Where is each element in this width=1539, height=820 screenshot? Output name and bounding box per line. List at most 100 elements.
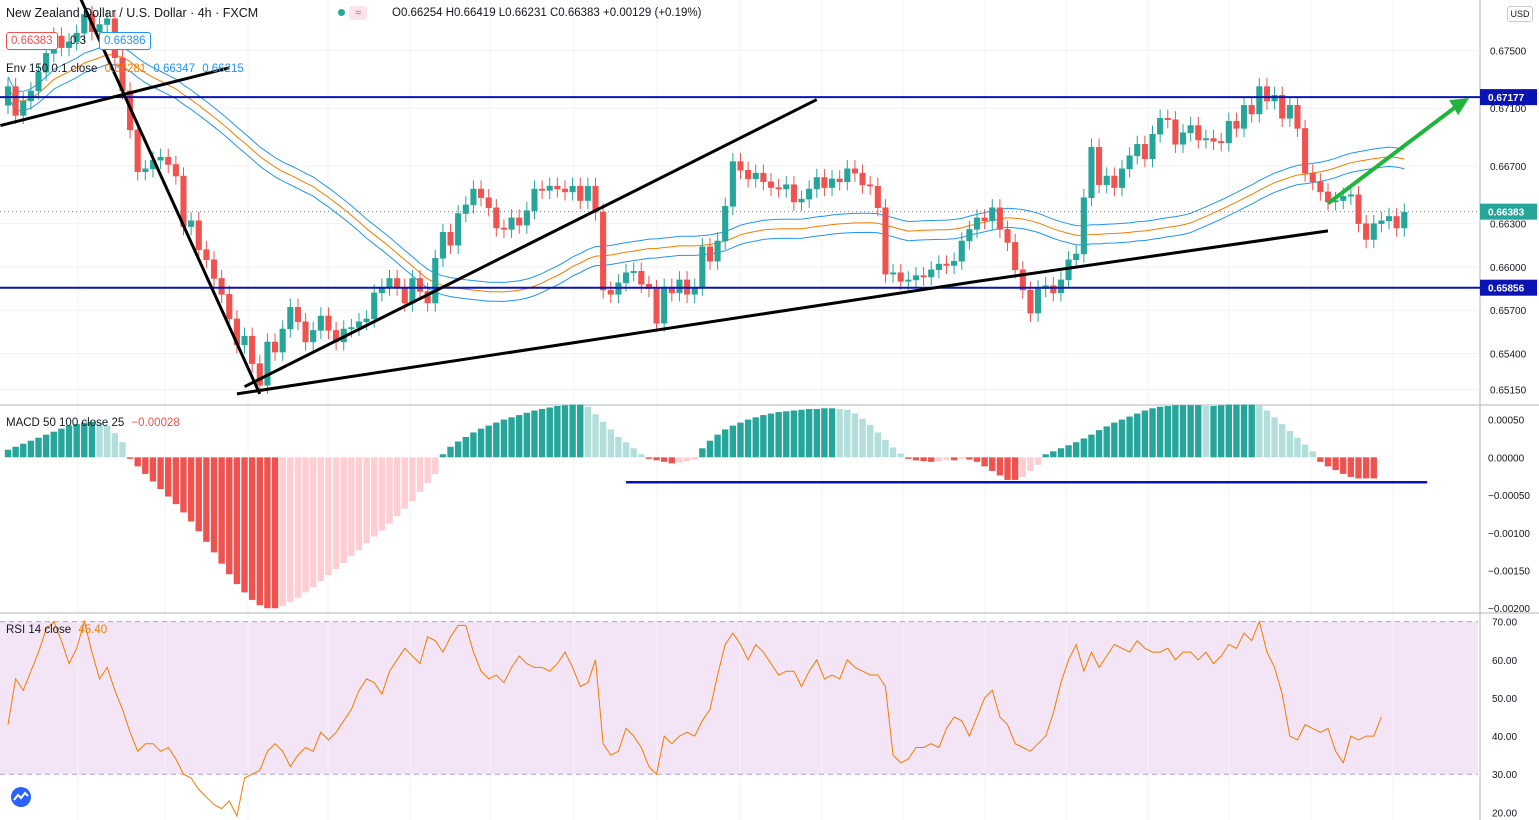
macd-bar <box>1027 457 1034 471</box>
price-axis-tick: 0.65150 <box>1490 386 1527 397</box>
candle-body <box>1012 242 1019 271</box>
candle-body <box>294 307 301 323</box>
macd-bar <box>401 457 408 509</box>
macd-bar <box>943 457 950 461</box>
macd-bar <box>638 454 645 458</box>
macd-bar <box>622 442 630 458</box>
macd-axis-tick: −0.00100 <box>1488 529 1530 540</box>
candle-body <box>996 207 1003 230</box>
candle-body <box>699 246 706 288</box>
macd-bar <box>1332 457 1339 471</box>
candle-body <box>104 18 111 25</box>
candle-body <box>1149 133 1156 159</box>
macd-bar <box>1156 406 1164 458</box>
envelope-lower-value: 0.66215 <box>202 63 244 75</box>
macd-bar <box>264 457 271 609</box>
macd-bar <box>248 457 256 600</box>
macd-bar <box>393 457 401 517</box>
candle-body <box>676 279 683 294</box>
envelope-legend[interactable]: Env 150 0.1 close 0.66281 0.66347 0.6621… <box>6 63 244 75</box>
macd-bar <box>447 446 454 458</box>
candle-body <box>447 232 454 246</box>
candle-body <box>821 177 828 188</box>
macd-bar <box>577 404 584 458</box>
macd-bar <box>27 440 35 458</box>
macd-bar <box>1111 422 1118 458</box>
candle-body <box>1363 223 1370 240</box>
macd-bar <box>81 422 88 458</box>
macd-bar <box>737 422 744 458</box>
candle-body <box>1271 94 1278 102</box>
macd-bar <box>1141 410 1149 458</box>
visibility-dot-icon[interactable] <box>338 9 345 16</box>
indicator-toggles[interactable]: ≈ <box>332 5 378 21</box>
macd-bar <box>828 408 836 458</box>
macd-bar <box>1011 457 1019 480</box>
candle-body <box>279 328 286 353</box>
macd-bar <box>1294 437 1301 458</box>
candle-body <box>12 86 19 116</box>
candle-body <box>1248 105 1255 115</box>
candle-body <box>203 249 210 260</box>
candle-body <box>35 71 42 92</box>
candle-body <box>256 363 263 386</box>
macd-bar <box>1187 405 1194 458</box>
candle-body <box>981 217 988 222</box>
candle-body <box>920 275 927 278</box>
candle-body <box>539 188 546 191</box>
candle-body <box>1103 175 1110 185</box>
macd-legend[interactable]: MACD 50 100 close 25 −0.00028 <box>6 417 180 429</box>
candle-body <box>1347 194 1354 197</box>
price-label: 0.67177 <box>1488 93 1525 104</box>
rsi-legend[interactable]: RSI 14 close 45.40 <box>6 624 107 636</box>
macd-bar <box>226 457 233 575</box>
buy-price-badge[interactable]: 0.66386 <box>99 32 151 50</box>
candle-body <box>851 168 858 174</box>
rsi-axis-tick: 60.00 <box>1492 656 1517 667</box>
candle-body <box>210 259 218 279</box>
macd-bar <box>500 419 508 458</box>
candle-body <box>661 286 668 324</box>
macd-bar <box>195 457 202 532</box>
candle-body <box>1164 118 1171 121</box>
macd-bar <box>592 414 599 458</box>
macd-bar <box>874 432 882 458</box>
macd-axis-tick: −0.00200 <box>1488 604 1530 615</box>
candle-body <box>73 32 80 43</box>
candle-body <box>188 220 195 227</box>
candle-body <box>1340 195 1347 201</box>
macd-bar <box>744 419 752 458</box>
candle-body <box>966 229 973 242</box>
macd-bar <box>1118 419 1126 458</box>
candle-body <box>317 315 324 331</box>
price-axis-tick: 0.65400 <box>1490 350 1527 361</box>
candle-body <box>1118 168 1126 188</box>
macd-bar <box>1263 410 1271 458</box>
sell-price-badge[interactable]: 0.66383 <box>6 32 58 50</box>
price-axis-tick: 0.66000 <box>1490 263 1527 274</box>
macd-bar <box>1179 405 1187 458</box>
macd-bar <box>149 457 157 482</box>
symbol-title[interactable]: New Zealand Dollar / U.S. Dollar · 4h · … <box>6 6 259 20</box>
macd-bar <box>1050 451 1057 458</box>
macd-bar <box>996 457 1004 476</box>
macd-bar <box>210 457 218 553</box>
macd-bar <box>851 413 859 458</box>
macd-bar <box>630 448 637 458</box>
rsi-axis-tick: 20.00 <box>1492 808 1517 819</box>
candle-body <box>806 188 813 200</box>
macd-bar <box>1210 406 1217 458</box>
macd-bar <box>1340 457 1347 474</box>
price-axis-tick: 0.66300 <box>1490 220 1527 231</box>
tradingview-logo-icon[interactable] <box>8 786 34 808</box>
candle-body <box>1263 86 1271 102</box>
candle-body <box>828 178 836 188</box>
trendline-lower-support <box>236 279 978 396</box>
candle-body <box>958 240 965 262</box>
macd-bar <box>1057 448 1065 458</box>
wave-icon[interactable]: ≈ <box>349 6 367 20</box>
currency-button[interactable]: USD <box>1507 6 1533 22</box>
macd-bar <box>157 457 164 490</box>
price-axis-tick: 0.67500 <box>1490 47 1527 58</box>
